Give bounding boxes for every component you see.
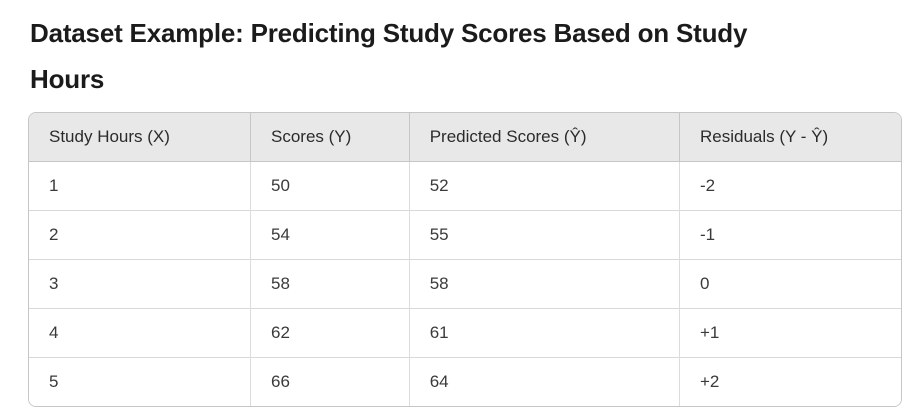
cell-score: 54 [249,209,410,259]
cell-study-hours: 2 [29,209,251,259]
cell-predicted-score: 61 [408,307,680,357]
col-header-predicted-scores: Predicted Scores (Ŷ) [408,113,680,162]
cell-score: 50 [249,161,410,210]
page-title: Dataset Example: Predicting Study Scores… [28,10,902,102]
cell-study-hours: 1 [29,161,251,210]
dataset-table-container: Study Hours (X) Scores (Y) Predicted Sco… [28,112,902,407]
table-header-row: Study Hours (X) Scores (Y) Predicted Sco… [29,113,901,162]
col-header-scores: Scores (Y) [249,113,410,162]
cell-residual: -2 [679,161,901,210]
cell-score: 58 [249,258,410,308]
col-header-residuals: Residuals (Y - Ŷ) [679,113,901,162]
table-row: 3 58 58 0 [29,258,901,308]
cell-residual: 0 [679,258,901,308]
cell-predicted-score: 58 [408,258,680,308]
cell-study-hours: 3 [29,258,251,308]
cell-residual: -1 [679,209,901,259]
cell-score: 66 [249,356,410,406]
table-row: 1 50 52 -2 [29,161,901,210]
cell-residual: +1 [679,307,901,357]
cell-residual: +2 [679,356,901,406]
page-title-line-2: Hours [30,64,105,94]
table-row: 2 54 55 -1 [29,209,901,259]
page-title-line-1: Dataset Example: Predicting Study Scores… [30,18,748,48]
cell-predicted-score: 64 [408,356,680,406]
table-row: 5 66 64 +2 [29,356,901,406]
cell-predicted-score: 52 [408,161,680,210]
col-header-study-hours: Study Hours (X) [29,113,251,162]
cell-study-hours: 4 [29,307,251,357]
cell-predicted-score: 55 [408,209,680,259]
cell-score: 62 [249,307,410,357]
cell-study-hours: 5 [29,356,251,406]
dataset-table: Study Hours (X) Scores (Y) Predicted Sco… [29,113,901,406]
table-row: 4 62 61 +1 [29,307,901,357]
